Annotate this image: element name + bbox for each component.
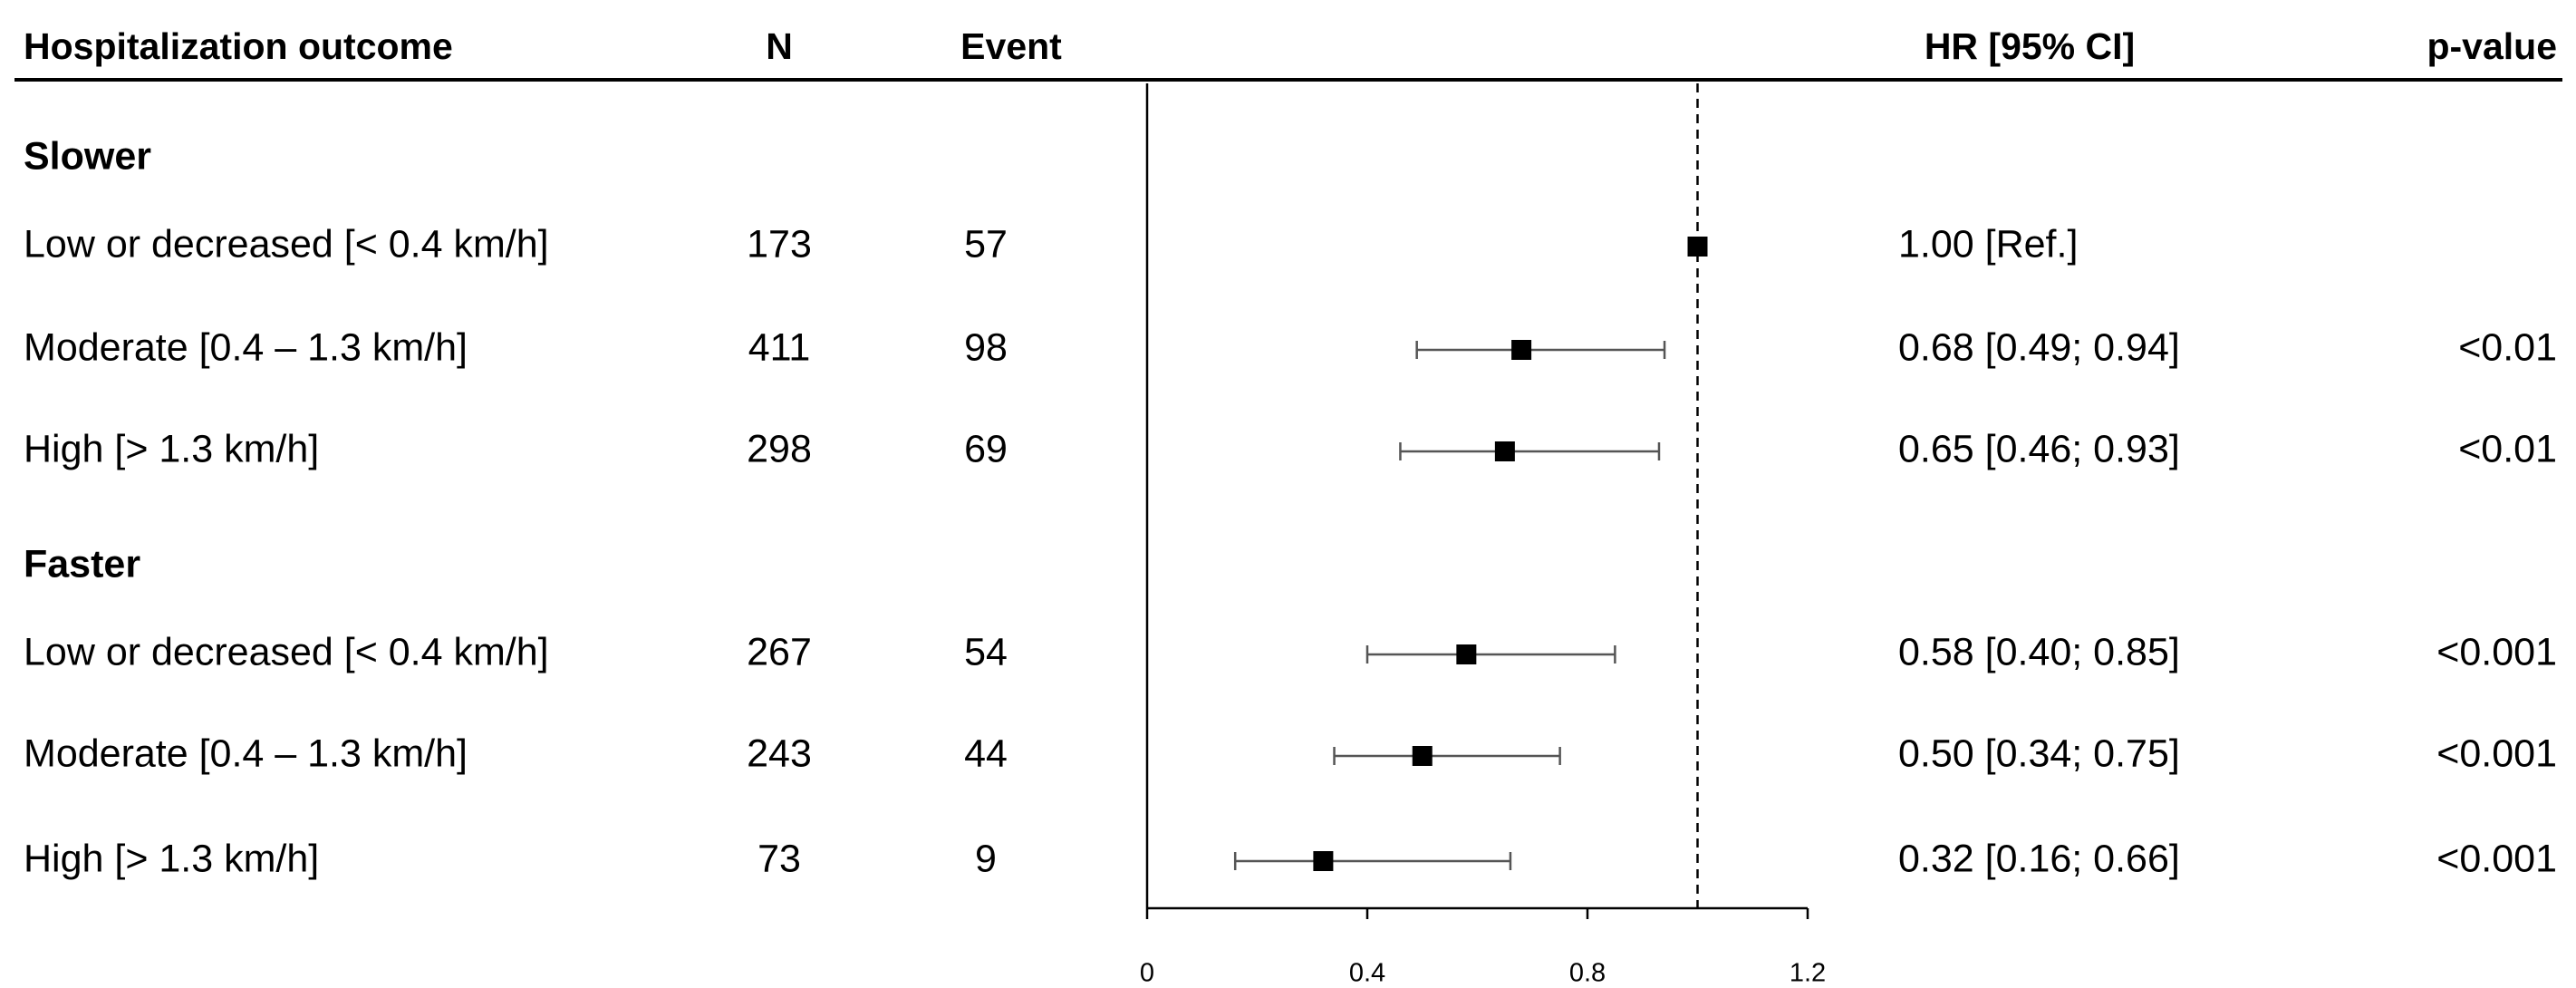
hr-point (1313, 851, 1334, 871)
row-label: Moderate [0.4 – 1.3 km/h] (24, 325, 468, 369)
hr-point (1511, 340, 1532, 360)
row-p-value: <0.001 (2436, 837, 2557, 880)
row-hr-ci: 0.50 [0.34; 0.75] (1898, 731, 2180, 775)
row-event: 98 (964, 325, 1008, 369)
group-label: Faster (24, 542, 140, 586)
header-event: Event (960, 25, 1062, 67)
row-label: High [> 1.3 km/h] (24, 427, 319, 470)
header-hr: HR [95% CI] (1925, 25, 2135, 67)
hr-point (1687, 237, 1708, 257)
x-tick-label: 0 (1140, 959, 1154, 988)
row-label: Low or decreased [< 0.4 km/h] (24, 222, 549, 266)
row-hr-ci: 0.32 [0.16; 0.66] (1898, 837, 2180, 880)
row-p-value: <0.01 (2458, 427, 2557, 470)
row-p-value: <0.01 (2458, 325, 2557, 369)
row-hr-ci: 1.00 [Ref.] (1898, 222, 2078, 266)
row-event: 44 (964, 731, 1008, 775)
row-event: 54 (964, 630, 1008, 673)
row-label: High [> 1.3 km/h] (24, 837, 319, 880)
row-hr-ci: 0.58 [0.40; 0.85] (1898, 630, 2180, 673)
row-n: 411 (748, 325, 811, 369)
row-event: 57 (964, 222, 1008, 266)
row-n: 73 (757, 837, 801, 880)
row-n: 298 (747, 427, 812, 470)
x-tick-label: 0.4 (1349, 959, 1385, 988)
row-hr-ci: 0.65 [0.46; 0.93] (1898, 427, 2180, 470)
row-event: 9 (975, 837, 997, 880)
row-event: 69 (964, 427, 1008, 470)
hr-point (1494, 441, 1515, 461)
hr-point (1456, 644, 1477, 664)
group-label: Slower (24, 134, 151, 178)
row-hr-ci: 0.68 [0.49; 0.94] (1898, 325, 2180, 369)
row-n: 267 (747, 630, 812, 673)
header-outcome: Hospitalization outcome (24, 25, 453, 67)
row-label: Moderate [0.4 – 1.3 km/h] (24, 731, 468, 775)
header-p-value: p-value (2426, 25, 2557, 67)
x-tick-label: 0.8 (1569, 959, 1606, 988)
row-label: Low or decreased [< 0.4 km/h] (24, 630, 549, 673)
hr-point (1412, 746, 1433, 766)
row-p-value: <0.001 (2436, 630, 2557, 673)
x-tick-label: 1.2 (1790, 959, 1826, 988)
row-n: 173 (747, 222, 812, 266)
row-p-value: <0.001 (2436, 731, 2557, 775)
header-n: N (766, 25, 793, 67)
row-n: 243 (747, 731, 812, 775)
